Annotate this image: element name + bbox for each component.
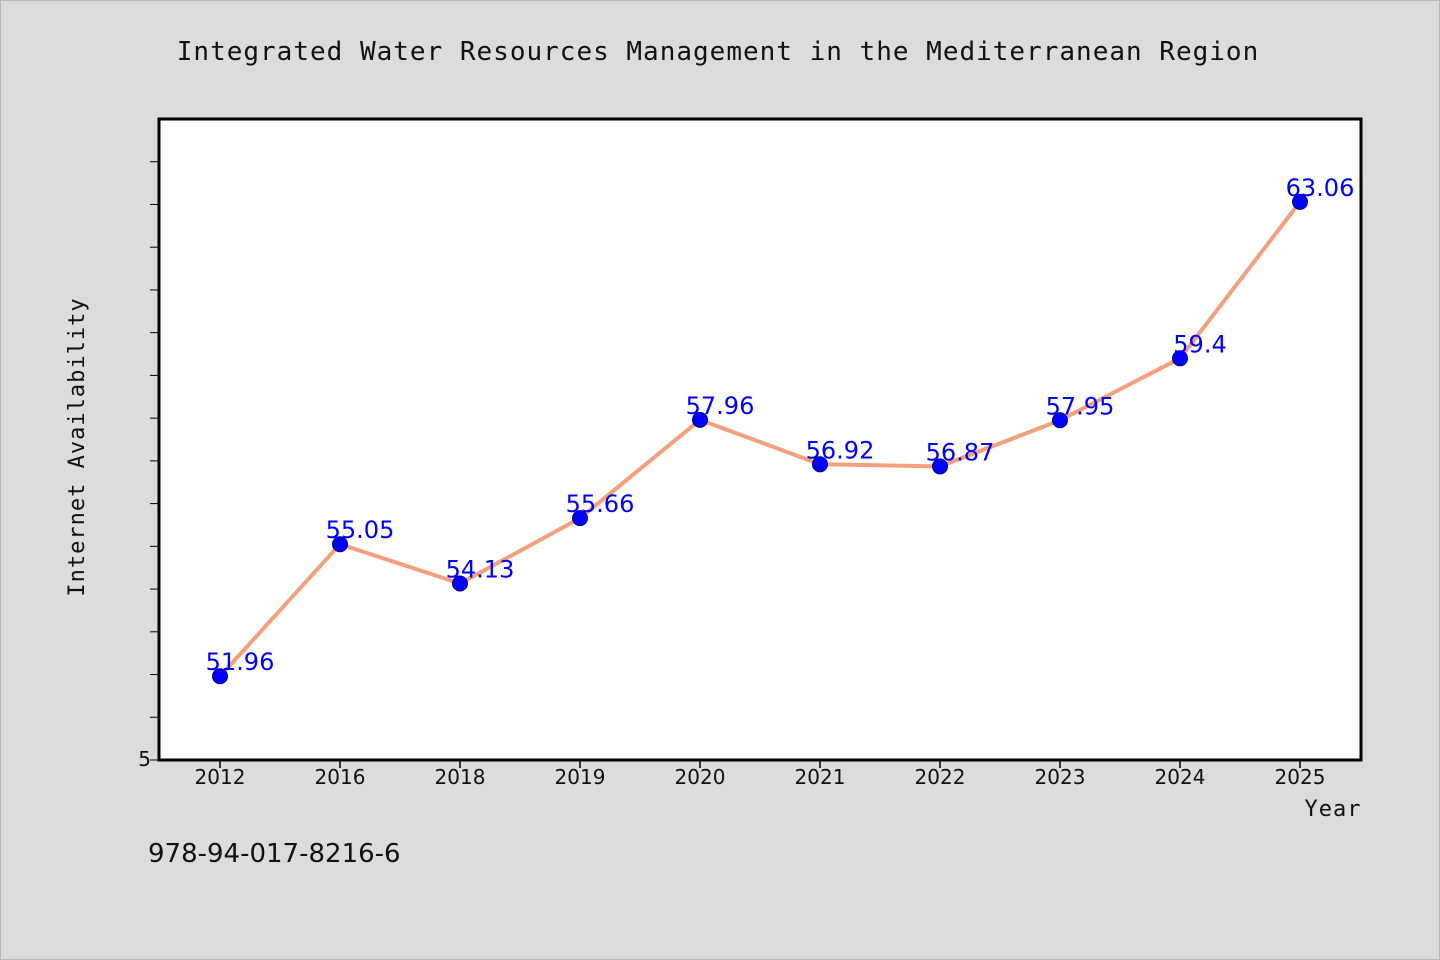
isbn-text: 978-94-017-8216-6 bbox=[148, 839, 401, 869]
x-tick-label: 2012 bbox=[195, 765, 246, 789]
data-label: 63.06 bbox=[1286, 174, 1355, 202]
y-axis-label: Internet Availability bbox=[65, 297, 90, 596]
x-tick-label: 2024 bbox=[1155, 765, 1206, 789]
data-point bbox=[1172, 350, 1188, 367]
y-tick-label: 5 bbox=[138, 747, 151, 771]
data-point bbox=[572, 510, 588, 527]
x-tick-label: 2020 bbox=[675, 765, 726, 789]
chart-title: Integrated Water Resources Management in… bbox=[177, 37, 1259, 67]
data-label: 59.4 bbox=[1173, 330, 1226, 358]
series-line bbox=[218, 199, 1302, 679]
x-axis-label: Year bbox=[1305, 797, 1362, 822]
data-label: 55.05 bbox=[326, 516, 395, 544]
series-line-group: 51.96 55.05 54.13 55.66 57.96 56.92 56.87 57.95… bbox=[206, 174, 1355, 685]
x-tick-label: 2022 bbox=[915, 765, 966, 789]
data-label: 56.92 bbox=[806, 436, 875, 464]
data-label: 51.96 bbox=[206, 648, 275, 676]
data-label: 56.87 bbox=[926, 438, 995, 466]
data-point bbox=[812, 456, 828, 473]
x-tick-label: 2016 bbox=[315, 765, 366, 789]
x-tick-label: 2018 bbox=[435, 765, 486, 789]
data-point bbox=[452, 575, 468, 592]
data-point bbox=[212, 668, 228, 685]
data-label: 57.95 bbox=[1046, 392, 1115, 420]
data-point bbox=[932, 458, 948, 475]
x-tick-label: 2021 bbox=[795, 765, 846, 789]
data-point bbox=[1292, 193, 1308, 210]
x-tick-label: 2023 bbox=[1035, 765, 1086, 789]
x-tick-label: 2025 bbox=[1275, 765, 1326, 789]
x-axis-ticks: 2012 2016 2018 2019 2020 2021 2022 2023 2024 2025 bbox=[195, 760, 1326, 789]
data-label: 54.13 bbox=[446, 556, 515, 584]
data-point bbox=[692, 411, 708, 428]
data-point bbox=[332, 536, 348, 553]
y-axis-ticks: 5 bbox=[138, 161, 159, 771]
data-label: 57.96 bbox=[686, 392, 755, 420]
data-label: 55.66 bbox=[566, 490, 635, 518]
data-point bbox=[1052, 412, 1068, 429]
plot-area bbox=[157, 117, 1363, 762]
x-tick-label: 2019 bbox=[555, 765, 606, 789]
